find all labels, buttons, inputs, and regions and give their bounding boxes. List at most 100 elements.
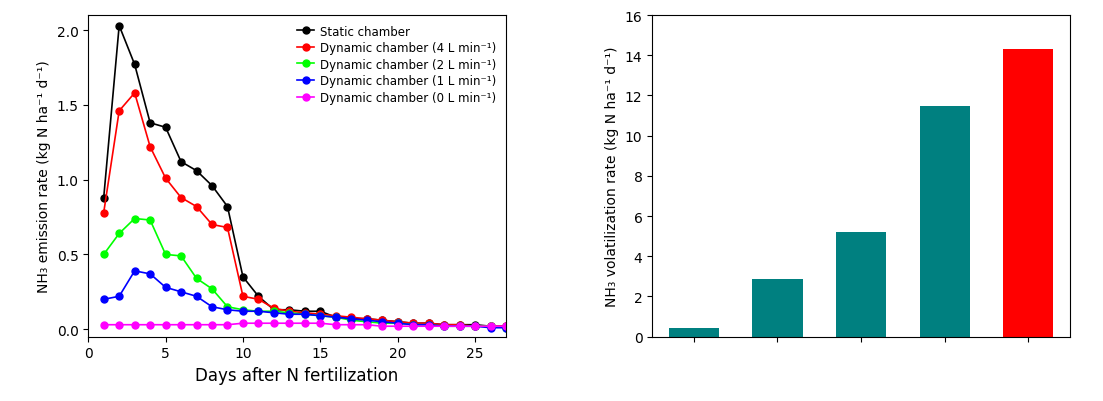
Dynamic chamber (0 L min⁻¹) bbox=[422, 324, 436, 329]
Dynamic chamber (0 L min⁻¹) bbox=[190, 322, 203, 327]
Dynamic chamber (2 L min⁻¹) bbox=[128, 217, 141, 221]
Dynamic chamber (2 L min⁻¹) bbox=[236, 308, 249, 312]
Dynamic chamber (4 L min⁻¹) bbox=[143, 145, 157, 150]
Dynamic chamber (4 L min⁻¹) bbox=[469, 324, 482, 329]
Dynamic chamber (0 L min⁻¹) bbox=[469, 324, 482, 329]
Dynamic chamber (1 L min⁻¹) bbox=[453, 324, 467, 329]
Bar bbox=[668, 328, 719, 337]
Line: Dynamic chamber (4 L min⁻¹): Dynamic chamber (4 L min⁻¹) bbox=[100, 90, 510, 330]
Dynamic chamber (4 L min⁻¹) bbox=[329, 314, 342, 318]
Dynamic chamber (2 L min⁻¹) bbox=[376, 321, 389, 326]
Static chamber bbox=[407, 321, 420, 326]
Static chamber bbox=[438, 322, 451, 327]
Y-axis label: NH₃ emission rate (kg N ha⁻¹ d⁻¹): NH₃ emission rate (kg N ha⁻¹ d⁻¹) bbox=[38, 61, 51, 292]
Dynamic chamber (4 L min⁻¹) bbox=[407, 321, 420, 326]
Dynamic chamber (1 L min⁻¹) bbox=[236, 309, 249, 314]
Static chamber bbox=[298, 309, 311, 314]
Bar bbox=[1003, 50, 1053, 337]
Static chamber bbox=[360, 316, 373, 321]
Dynamic chamber (2 L min⁻¹) bbox=[392, 321, 405, 326]
Dynamic chamber (0 L min⁻¹) bbox=[159, 322, 172, 327]
Dynamic chamber (1 L min⁻¹) bbox=[407, 322, 420, 327]
Dynamic chamber (2 L min⁻¹) bbox=[205, 287, 218, 292]
Dynamic chamber (0 L min⁻¹) bbox=[407, 324, 420, 329]
Dynamic chamber (4 L min⁻¹) bbox=[500, 324, 513, 329]
Dynamic chamber (4 L min⁻¹) bbox=[267, 306, 280, 311]
Dynamic chamber (1 L min⁻¹) bbox=[298, 312, 311, 317]
X-axis label: Days after N fertilization: Days after N fertilization bbox=[195, 366, 398, 384]
Dynamic chamber (0 L min⁻¹) bbox=[298, 321, 311, 326]
Dynamic chamber (4 L min⁻¹) bbox=[360, 316, 373, 321]
Dynamic chamber (4 L min⁻¹) bbox=[484, 324, 497, 329]
Dynamic chamber (4 L min⁻¹) bbox=[97, 211, 110, 215]
Dynamic chamber (2 L min⁻¹) bbox=[282, 310, 296, 315]
Dynamic chamber (0 L min⁻¹) bbox=[97, 322, 110, 327]
Static chamber bbox=[97, 196, 110, 200]
Dynamic chamber (4 L min⁻¹) bbox=[251, 297, 265, 302]
Dynamic chamber (1 L min⁻¹) bbox=[392, 321, 405, 326]
Static chamber bbox=[392, 320, 405, 324]
Line: Dynamic chamber (2 L min⁻¹): Dynamic chamber (2 L min⁻¹) bbox=[100, 215, 510, 331]
Dynamic chamber (1 L min⁻¹) bbox=[422, 322, 436, 327]
Dynamic chamber (2 L min⁻¹) bbox=[313, 314, 326, 318]
Dynamic chamber (1 L min⁻¹) bbox=[251, 309, 265, 314]
Dynamic chamber (4 L min⁻¹) bbox=[422, 321, 436, 326]
Dynamic chamber (1 L min⁻¹) bbox=[376, 320, 389, 324]
Dynamic chamber (4 L min⁻¹) bbox=[298, 310, 311, 315]
Dynamic chamber (1 L min⁻¹) bbox=[128, 269, 141, 273]
Bar bbox=[920, 106, 970, 337]
Dynamic chamber (1 L min⁻¹) bbox=[159, 285, 172, 290]
Dynamic chamber (4 L min⁻¹) bbox=[113, 109, 126, 114]
Dynamic chamber (2 L min⁻¹) bbox=[469, 324, 482, 329]
Static chamber bbox=[159, 126, 172, 130]
Static chamber bbox=[484, 324, 497, 329]
Dynamic chamber (4 L min⁻¹) bbox=[313, 312, 326, 317]
Static chamber bbox=[469, 322, 482, 327]
Dynamic chamber (1 L min⁻¹) bbox=[143, 272, 157, 277]
Dynamic chamber (0 L min⁻¹) bbox=[313, 321, 326, 326]
Dynamic chamber (4 L min⁻¹) bbox=[205, 223, 218, 227]
Dynamic chamber (0 L min⁻¹) bbox=[236, 321, 249, 326]
Dynamic chamber (0 L min⁻¹) bbox=[484, 324, 497, 329]
Dynamic chamber (0 L min⁻¹) bbox=[251, 321, 265, 326]
Dynamic chamber (0 L min⁻¹) bbox=[221, 322, 234, 327]
Dynamic chamber (2 L min⁻¹) bbox=[174, 254, 188, 259]
Bar bbox=[752, 280, 803, 337]
Static chamber bbox=[267, 308, 280, 312]
Bar bbox=[836, 233, 886, 337]
Static chamber bbox=[128, 63, 141, 68]
Dynamic chamber (0 L min⁻¹) bbox=[113, 322, 126, 327]
Y-axis label: NH₃ volatilization rate (kg N ha⁻¹ d⁻¹): NH₃ volatilization rate (kg N ha⁻¹ d⁻¹) bbox=[606, 47, 619, 306]
Static chamber bbox=[190, 169, 203, 174]
Dynamic chamber (1 L min⁻¹) bbox=[267, 310, 280, 315]
Static chamber bbox=[376, 318, 389, 323]
Dynamic chamber (1 L min⁻¹) bbox=[469, 324, 482, 329]
Static chamber bbox=[143, 121, 157, 126]
Dynamic chamber (1 L min⁻¹) bbox=[97, 297, 110, 302]
Dynamic chamber (4 L min⁻¹) bbox=[159, 176, 172, 181]
Dynamic chamber (1 L min⁻¹) bbox=[329, 315, 342, 320]
Dynamic chamber (0 L min⁻¹) bbox=[143, 322, 157, 327]
Dynamic chamber (2 L min⁻¹) bbox=[407, 322, 420, 327]
Dynamic chamber (2 L min⁻¹) bbox=[500, 326, 513, 330]
Dynamic chamber (2 L min⁻¹) bbox=[329, 315, 342, 320]
Dynamic chamber (4 L min⁻¹) bbox=[221, 225, 234, 230]
Static chamber bbox=[174, 160, 188, 165]
Dynamic chamber (2 L min⁻¹) bbox=[251, 309, 265, 314]
Dynamic chamber (4 L min⁻¹) bbox=[438, 322, 451, 327]
Static chamber bbox=[236, 275, 249, 279]
Dynamic chamber (1 L min⁻¹) bbox=[344, 316, 357, 321]
Dynamic chamber (1 L min⁻¹) bbox=[500, 326, 513, 330]
Dynamic chamber (4 L min⁻¹) bbox=[282, 309, 296, 314]
Dynamic chamber (2 L min⁻¹) bbox=[484, 324, 497, 329]
Static chamber bbox=[282, 308, 296, 312]
Static chamber bbox=[329, 315, 342, 320]
Dynamic chamber (0 L min⁻¹) bbox=[205, 322, 218, 327]
Dynamic chamber (2 L min⁻¹) bbox=[113, 231, 126, 236]
Dynamic chamber (4 L min⁻¹) bbox=[128, 91, 141, 96]
Static chamber bbox=[221, 205, 234, 209]
Dynamic chamber (2 L min⁻¹) bbox=[422, 322, 436, 327]
Dynamic chamber (0 L min⁻¹) bbox=[344, 322, 357, 327]
Dynamic chamber (2 L min⁻¹) bbox=[267, 309, 280, 314]
Dynamic chamber (2 L min⁻¹) bbox=[97, 252, 110, 257]
